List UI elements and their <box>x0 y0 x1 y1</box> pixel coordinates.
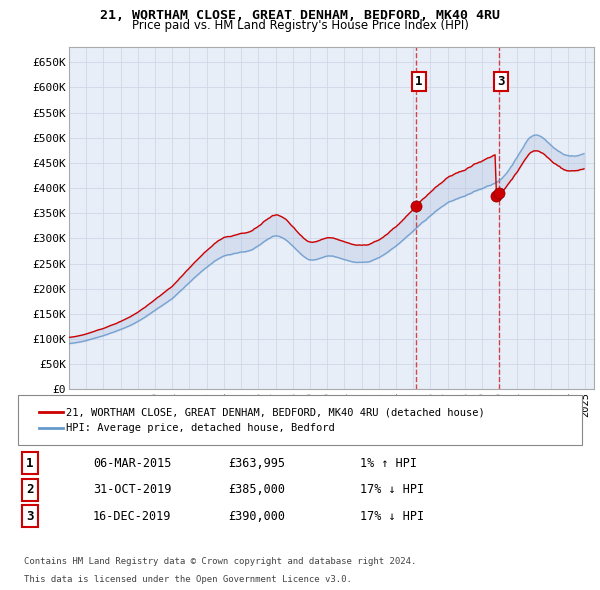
Text: 06-MAR-2015: 06-MAR-2015 <box>93 457 172 470</box>
Text: 17% ↓ HPI: 17% ↓ HPI <box>360 510 424 523</box>
Text: 3: 3 <box>26 510 34 523</box>
Text: HPI: Average price, detached house, Bedford: HPI: Average price, detached house, Bedf… <box>66 423 335 432</box>
Text: 2: 2 <box>26 483 34 496</box>
Text: 3: 3 <box>497 75 505 88</box>
Text: Price paid vs. HM Land Registry's House Price Index (HPI): Price paid vs. HM Land Registry's House … <box>131 19 469 32</box>
Text: 1% ↑ HPI: 1% ↑ HPI <box>360 457 417 470</box>
Text: 1: 1 <box>26 457 34 470</box>
Text: 21, WORTHAM CLOSE, GREAT DENHAM, BEDFORD, MK40 4RU: 21, WORTHAM CLOSE, GREAT DENHAM, BEDFORD… <box>100 9 500 22</box>
Text: 31-OCT-2019: 31-OCT-2019 <box>93 483 172 496</box>
Text: £363,995: £363,995 <box>228 457 285 470</box>
Text: 16-DEC-2019: 16-DEC-2019 <box>93 510 172 523</box>
Text: £390,000: £390,000 <box>228 510 285 523</box>
Text: 1: 1 <box>415 75 422 88</box>
Text: £385,000: £385,000 <box>228 483 285 496</box>
Text: 21, WORTHAM CLOSE, GREAT DENHAM, BEDFORD, MK40 4RU (detached house): 21, WORTHAM CLOSE, GREAT DENHAM, BEDFORD… <box>66 408 485 417</box>
Text: This data is licensed under the Open Government Licence v3.0.: This data is licensed under the Open Gov… <box>24 575 352 584</box>
Text: 17% ↓ HPI: 17% ↓ HPI <box>360 483 424 496</box>
Text: Contains HM Land Registry data © Crown copyright and database right 2024.: Contains HM Land Registry data © Crown c… <box>24 558 416 566</box>
